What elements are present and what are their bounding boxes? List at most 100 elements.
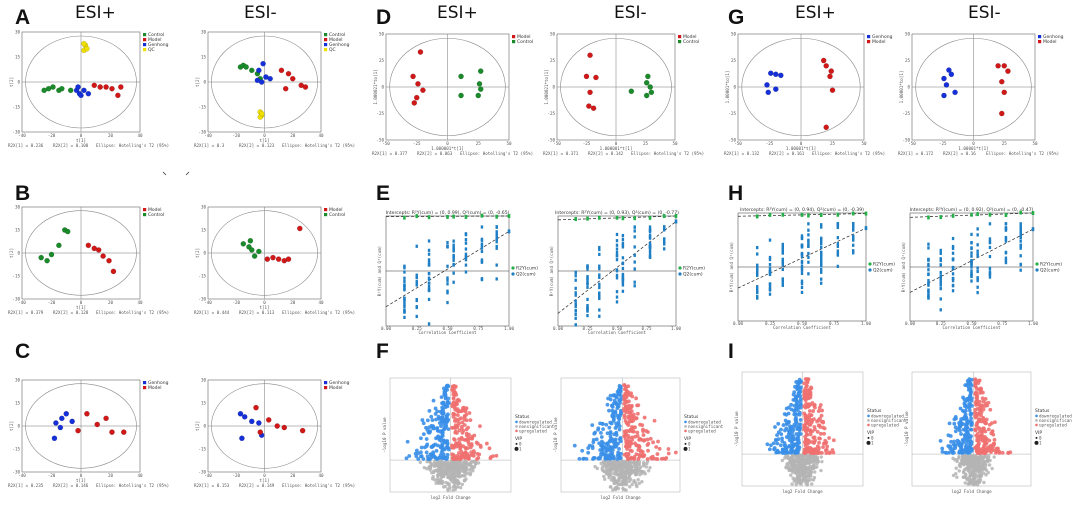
down-point [795,412,800,417]
down-point [790,424,795,429]
y-axis-label: R²Y(cum) and Q²(cum) [549,246,554,296]
q2-perm-point [615,254,619,258]
q2-perm-point [403,308,406,312]
up-point [628,406,633,411]
ns-point [796,460,800,464]
down-point [798,397,803,402]
x-tick-label: -25 [413,141,421,146]
down-point [430,453,435,458]
down-point [772,447,776,452]
ns-point [796,475,800,480]
up-point [806,388,810,393]
legend-label: Model [872,39,886,45]
down-point [967,408,972,413]
legend-label: Model [148,385,162,391]
down-point [606,396,610,401]
q2-perm-point [464,252,468,256]
ns-point [612,479,617,484]
up-point [622,415,627,420]
data-point [941,75,947,82]
x-tick-label: 50 [1032,141,1038,146]
up-point [629,441,633,446]
q2-perm-point [800,245,804,249]
data-point [285,256,292,262]
x-tick-label: -25 [939,141,947,146]
legend-size-swatch [514,446,519,451]
up-point [459,437,464,442]
up-point [816,409,821,413]
down-point [405,439,410,444]
up-point [817,440,821,445]
down-point [419,454,424,459]
down-point [780,436,784,441]
legend-title: Status [1035,408,1050,414]
data-point [100,253,106,259]
ns-point [456,485,460,489]
q2-perm-point [480,225,484,229]
up-point [468,418,473,422]
q2-perm-point [446,282,449,286]
down-point [959,450,964,455]
down-point [614,424,619,429]
data-point [109,85,115,92]
x-tick-label: 0.75 [473,326,484,331]
q2-perm-point [403,276,406,280]
q2-perm-point [927,281,930,285]
q2-perm-point [976,269,979,274]
up-point [979,410,984,414]
up-point [630,449,634,454]
legend-swatch [1038,40,1042,44]
ns-point [992,455,996,459]
ns-point [784,466,788,470]
down-point [612,398,617,403]
ns-point [967,466,971,470]
q2-perm-point [480,258,484,262]
stat-r2x1: R2X[1] = 0.153 [194,483,230,488]
q2-perm-point [1019,222,1022,226]
legend-swatch [867,423,870,427]
q2-perm-point [852,237,855,241]
data-point [645,73,651,80]
chart-I-ESI-: log2 Fold Change-log10 P value Statusdown… [904,371,1072,494]
data-point [411,100,418,106]
up-point [625,442,630,447]
ns-point [619,466,624,470]
ns-point [454,465,458,469]
q2-perm-point [800,285,804,290]
ns-point [626,471,630,476]
q2-perm-point [836,244,840,248]
legend-swatch [684,420,687,424]
q2-perm-point [1004,250,1008,254]
up-point [820,408,825,413]
ns-point [808,477,813,482]
ns-point [463,474,467,478]
up-point [626,456,631,461]
ns-point [436,476,440,481]
q2-perm-point [1019,226,1022,231]
q2-perm-point [927,242,930,246]
ns-point [972,475,977,480]
ns-point [617,476,621,480]
data-point [278,67,285,74]
y-tick-label: -50 [902,138,910,143]
legend-swatch [515,420,518,424]
up-point [459,453,464,458]
r2-perm-point [403,215,406,220]
ns-point [603,477,607,481]
hotelling-ellipse [25,35,137,129]
data-point [63,410,70,417]
down-point [969,442,974,447]
up-point [625,390,630,394]
down-point [440,415,445,420]
y-axis-label: t[2] [9,421,14,431]
ns-point [792,461,796,465]
down-point [445,387,449,392]
ns-point [981,464,985,468]
q2-perm-point [756,287,759,292]
legend-size-label: 0 [871,435,874,440]
down-point [404,456,409,461]
up-point [981,437,986,442]
q2-perm-point [598,308,601,312]
down-point [959,432,963,436]
